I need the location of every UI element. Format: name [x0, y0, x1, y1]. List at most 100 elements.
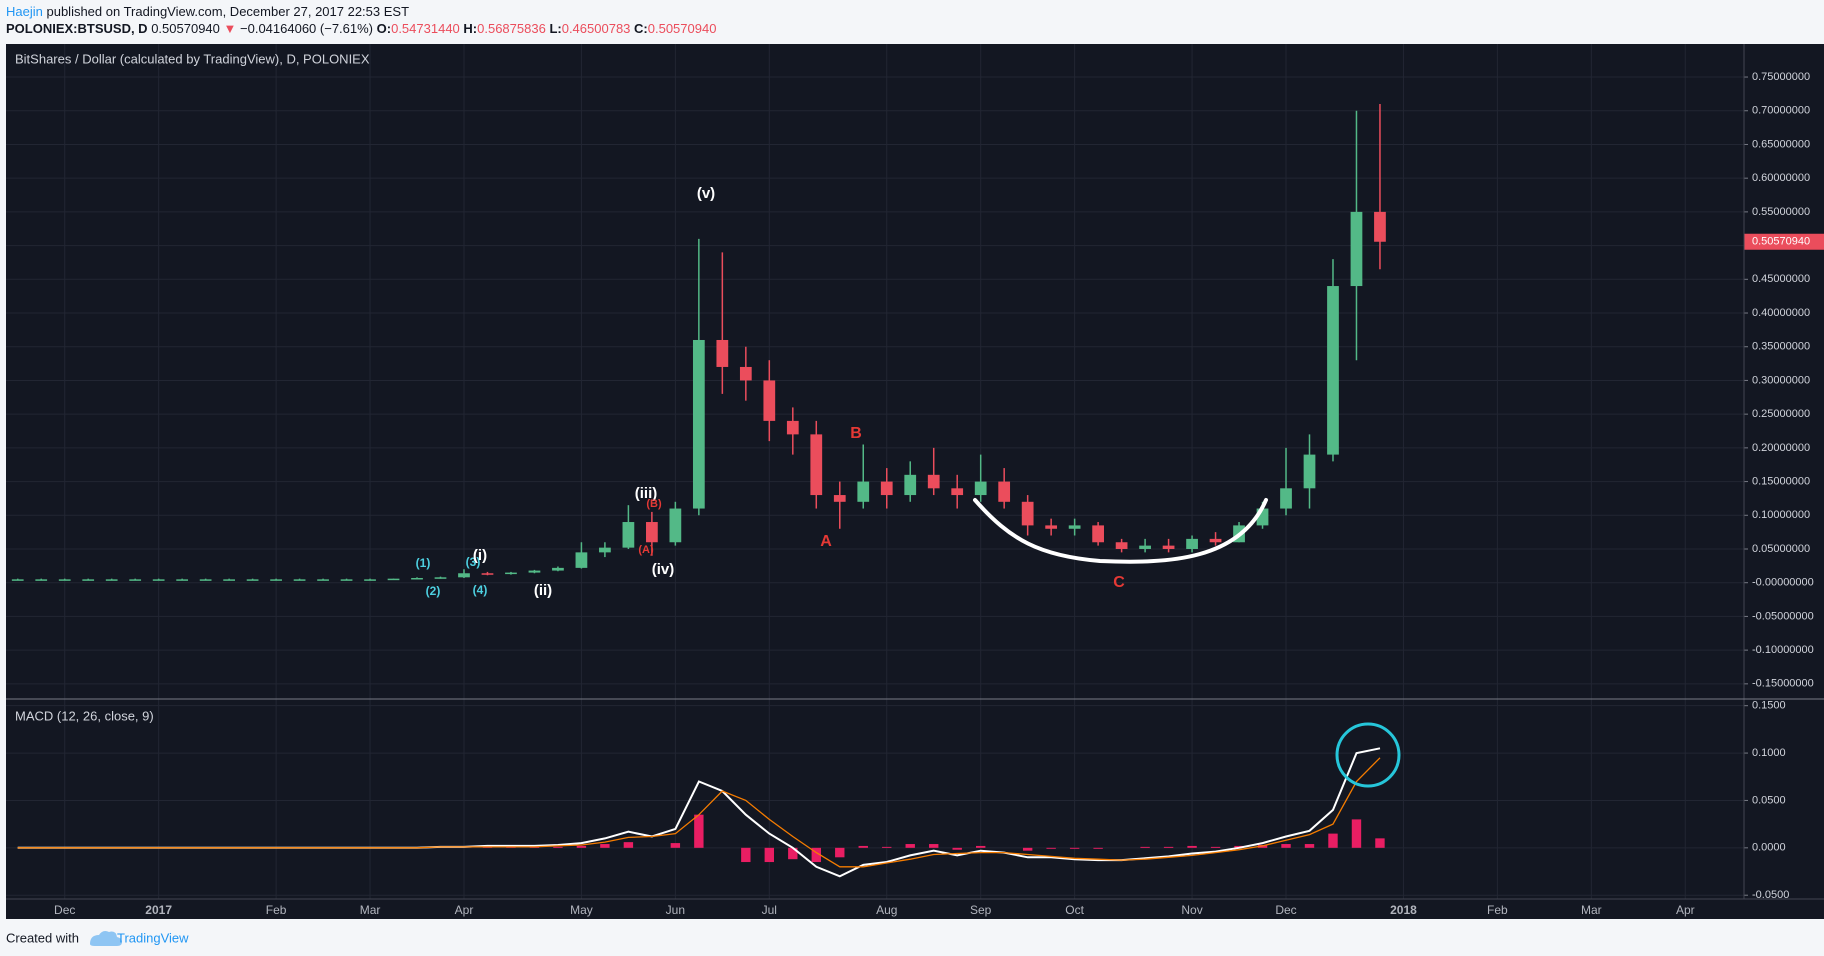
histogram-bar [811, 847, 821, 863]
histogram-bar [1351, 819, 1362, 848]
candle-body [528, 570, 541, 573]
x-tick-label: 2018 [1390, 903, 1417, 917]
candle-body [1115, 542, 1128, 549]
histogram-bar [952, 847, 962, 850]
c-label: C: [634, 21, 648, 36]
candle-body [458, 573, 470, 578]
histogram-bar [882, 846, 892, 848]
candle-body [1162, 545, 1175, 549]
candle-body [1186, 538, 1198, 549]
symbol: POLONIEX:BTSUSD, D [6, 21, 148, 36]
wave-label: (i) [473, 547, 487, 564]
candle-body [58, 579, 71, 581]
y-tick-label: 0.55000000 [1752, 206, 1810, 218]
histogram-bar [1046, 847, 1056, 849]
candle-body [646, 522, 658, 543]
wave-label: C [1113, 574, 1125, 591]
highlight-circle [1335, 722, 1401, 788]
histogram-bar [623, 842, 634, 848]
price: 0.50570940 [151, 21, 220, 36]
histogram-bar [835, 847, 845, 858]
wave-label: (iii) [635, 485, 658, 502]
wave-label: (A) [638, 544, 654, 556]
histogram-bar [1022, 847, 1033, 851]
x-tick-label: Feb [266, 903, 287, 917]
publish-line: Haejin published on TradingView.com, Dec… [6, 4, 409, 19]
candle-body [434, 577, 447, 579]
candle-body [833, 495, 846, 502]
x-tick-label: May [570, 903, 593, 917]
candle-body [739, 366, 752, 381]
histogram-bar [1093, 847, 1103, 849]
histogram-bar [929, 844, 939, 848]
histogram-bar [553, 846, 563, 848]
candle-body [669, 508, 682, 543]
x-tick-label: Apr [1676, 903, 1695, 917]
candle-body [293, 579, 306, 581]
candle-body [552, 567, 564, 571]
y-tick-label: 0.1500 [1752, 700, 1786, 712]
histogram-bar [1163, 846, 1174, 848]
candle-body [481, 573, 494, 575]
y-tick-label: 0.45000000 [1752, 273, 1810, 285]
candle-body [1021, 501, 1034, 526]
wave-label: B [850, 425, 862, 442]
candle-body [105, 579, 118, 581]
y-tick-label: 0.10000000 [1752, 509, 1810, 521]
x-tick-label: Oct [1065, 903, 1084, 917]
o-label: O: [376, 21, 392, 36]
wave-label: (2) [426, 584, 441, 598]
candle-body [1280, 488, 1292, 509]
candle-body [1209, 538, 1222, 543]
wave-label: (B) [646, 498, 662, 510]
candle-body [575, 552, 588, 568]
tradingview-logo[interactable] [90, 931, 122, 946]
l-label: L: [549, 21, 562, 36]
published: published on TradingView.com, December 2… [46, 4, 410, 19]
y-tick-label: 0.0000 [1752, 842, 1786, 854]
candle-body [1327, 286, 1339, 455]
candle-body [317, 579, 329, 581]
y-tick-label: 0.05000000 [1752, 543, 1810, 555]
rounding-bottom-drawing [973, 498, 1268, 564]
candle-body [35, 579, 48, 581]
o-value: 0.54731440 [391, 21, 460, 36]
brand[interactable]: TradingView [117, 930, 189, 945]
candle-body [1139, 545, 1151, 549]
arrow: ▼ [223, 21, 237, 36]
candle-body [1350, 211, 1363, 287]
wave-label: (3) [466, 555, 481, 569]
y-tick-label: 0.20000000 [1752, 442, 1810, 454]
x-tick-label: Aug [876, 903, 897, 917]
histogram-bar [1187, 845, 1197, 848]
candle-body [904, 474, 917, 496]
y-tick-label: 0.0500 [1752, 794, 1786, 806]
change: −0.04164060 (−7.61%) [240, 21, 374, 36]
candle-body [411, 577, 423, 580]
candle-body [763, 380, 776, 421]
histogram-bar [694, 814, 704, 848]
candle-body [11, 579, 24, 581]
x-tick-label: Dec [1275, 903, 1296, 917]
x-tick-label: Nov [1181, 903, 1202, 917]
x-tick-label: Dec [54, 903, 75, 917]
candle-body [1092, 525, 1104, 543]
author[interactable]: Haejin [6, 4, 43, 19]
candle-body [364, 579, 376, 581]
y-tick-label: 0.75000000 [1752, 71, 1810, 83]
y-tick-label: 0.70000000 [1752, 105, 1810, 117]
y-tick-label: 0.35000000 [1752, 341, 1810, 353]
histogram-bar [905, 844, 915, 848]
y-tick-label: 0.15000000 [1752, 475, 1810, 487]
candle-body [1374, 211, 1386, 242]
candle-body [857, 481, 870, 502]
l-value: 0.46500783 [561, 21, 631, 36]
histogram-bar [741, 847, 751, 863]
candle-body [387, 578, 400, 581]
candle-body [1303, 454, 1316, 489]
histogram-bar [1140, 846, 1150, 848]
candle-body [810, 434, 823, 496]
candle-body [998, 481, 1011, 502]
h-label: H: [463, 21, 478, 36]
histogram-bar [858, 845, 868, 848]
